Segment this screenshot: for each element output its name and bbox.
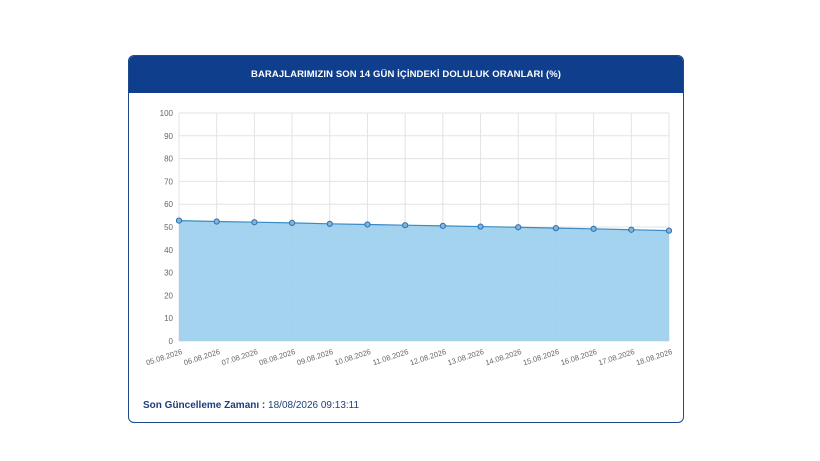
data-point bbox=[402, 222, 409, 229]
card-title: BARAJLARIMIZIN SON 14 GÜN İÇİNDEKİ DOLUL… bbox=[129, 56, 683, 93]
data-point bbox=[665, 227, 673, 234]
x-tick-label: 17.08.2026 bbox=[597, 347, 635, 367]
data-point bbox=[288, 219, 296, 226]
dam-occupancy-card: BARAJLARIMIZIN SON 14 GÜN İÇİNDEKİ DOLUL… bbox=[128, 55, 684, 423]
data-point bbox=[213, 218, 220, 225]
chart-container: 0 10 20 30 40 50 60 70 80 90 100 05.08.2026 06.08.20… bbox=[129, 93, 683, 383]
y-tick-label: 40 bbox=[164, 246, 173, 255]
x-tick-label: 14.08.2026 bbox=[484, 347, 522, 367]
y-tick-label: 30 bbox=[164, 269, 173, 278]
series-area bbox=[179, 220, 669, 341]
data-point bbox=[515, 224, 522, 231]
data-point bbox=[326, 220, 333, 227]
x-tick-label: 06.08.2026 bbox=[183, 347, 221, 367]
x-tick-label: 12.08.2026 bbox=[409, 347, 447, 367]
data-point bbox=[175, 217, 183, 224]
y-tick-label: 0 bbox=[169, 337, 174, 346]
x-tick-label: 08.08.2026 bbox=[258, 347, 296, 367]
data-point bbox=[590, 225, 597, 232]
x-tick-label: 16.08.2026 bbox=[560, 347, 598, 367]
y-tick-label: 60 bbox=[164, 200, 173, 209]
x-tick-label: 18.08.2026 bbox=[635, 347, 673, 367]
x-tick-label: 10.08.2026 bbox=[333, 347, 371, 367]
y-tick-label: 80 bbox=[164, 155, 173, 164]
x-tick-label: 09.08.2026 bbox=[296, 347, 334, 367]
y-tick-label: 100 bbox=[160, 109, 174, 118]
y-tick-label: 50 bbox=[164, 223, 173, 232]
series-line bbox=[178, 220, 670, 232]
x-tick-label: 13.08.2026 bbox=[446, 347, 484, 367]
data-point bbox=[364, 221, 371, 228]
occupancy-chart: 0 10 20 30 40 50 60 70 80 90 100 05.08.2026 06.08.20… bbox=[145, 109, 673, 367]
x-tick-label: 11.08.2026 bbox=[372, 347, 410, 367]
y-tick-label: 70 bbox=[164, 177, 173, 186]
x-tick-label: 05.08.2026 bbox=[145, 347, 183, 367]
last-update: Son Güncelleme Zamanı : 18/08/2026 09:13… bbox=[143, 400, 359, 411]
data-point bbox=[251, 219, 258, 226]
y-tick-label: 90 bbox=[164, 132, 173, 141]
data-point bbox=[439, 222, 446, 229]
last-update-value: 18/08/2026 09:13:11 bbox=[268, 400, 360, 411]
x-tick-label: 15.08.2026 bbox=[522, 347, 560, 367]
data-point bbox=[628, 226, 635, 233]
y-tick-label: 20 bbox=[164, 291, 173, 300]
last-update-label: Son Güncelleme Zamanı : bbox=[143, 400, 266, 411]
y-tick-label: 10 bbox=[164, 314, 173, 323]
data-point bbox=[552, 225, 560, 232]
data-point bbox=[477, 223, 484, 230]
x-tick-label: 07.08.2026 bbox=[220, 347, 258, 367]
